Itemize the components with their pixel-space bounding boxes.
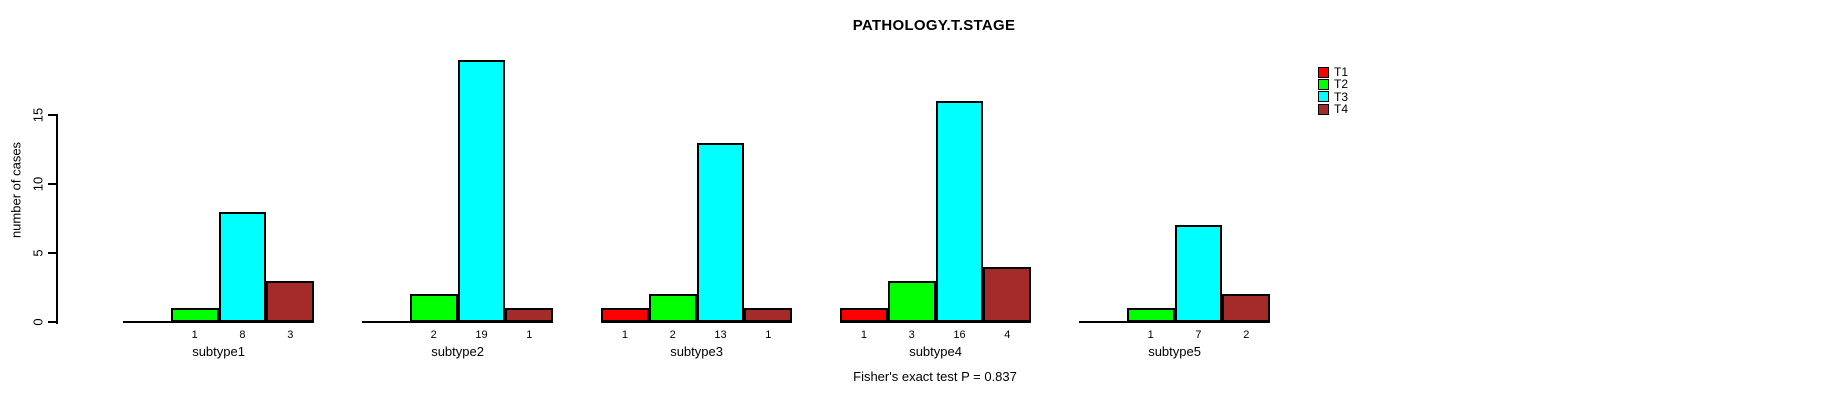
bar-value-label-subtype3-T4: 1 xyxy=(765,329,772,341)
legend-swatch-T3 xyxy=(1318,91,1329,103)
bar-subtype5-T3 xyxy=(1174,225,1223,322)
bar-value-label-subtype4-T3: 16 xyxy=(953,329,966,341)
fisher-test-annotation: Fisher's exact test P = 0.837 xyxy=(853,369,1017,384)
legend-swatch-T2 xyxy=(1318,78,1329,90)
bar-subtype2-T2 xyxy=(409,294,458,322)
x-axis-category-label-subtype2: subtype2 xyxy=(431,344,484,359)
y-axis-tick-label: 15 xyxy=(30,107,46,123)
bar-subtype3-T3 xyxy=(696,142,745,322)
y-axis-title: number of cases xyxy=(8,141,24,239)
bar-subtype4-T1 xyxy=(840,308,888,322)
y-axis-tick xyxy=(48,183,56,185)
legend-label-T2: T2 xyxy=(1334,77,1349,92)
bar-value-label-subtype2-T3: 19 xyxy=(475,329,488,341)
bar-value-label-subtype5-T4: 2 xyxy=(1243,329,1250,341)
y-axis-tick xyxy=(48,114,56,116)
bar-subtype5-T2 xyxy=(1126,308,1175,322)
bar-subtype2-T3 xyxy=(457,59,506,322)
legend-label-T4: T4 xyxy=(1334,102,1349,117)
y-axis-tick xyxy=(48,252,56,254)
bar-value-label-subtype4-T1: 1 xyxy=(860,329,867,341)
x-axis-category-label-subtype3: subtype3 xyxy=(670,344,723,359)
bar-value-label-subtype2-T2: 2 xyxy=(430,329,437,341)
bar-subtype2-T4 xyxy=(505,308,554,322)
chart-title: PATHOLOGY.T.STAGE xyxy=(852,17,1016,34)
y-axis-tick-label: 5 xyxy=(30,249,46,257)
x-axis-baseline xyxy=(1079,321,1271,323)
bar-value-label-subtype2-T4: 1 xyxy=(526,329,533,341)
legend-item-T2: T2 xyxy=(1318,78,1348,90)
bar-value-label-subtype3-T2: 2 xyxy=(669,329,676,341)
y-axis-tick-label: 0 xyxy=(30,318,46,326)
legend-swatch-T4 xyxy=(1318,103,1329,115)
x-axis-category-label-subtype4: subtype4 xyxy=(909,344,962,359)
bar-value-label-subtype1-T2: 1 xyxy=(191,329,198,341)
bar-subtype3-T1 xyxy=(601,308,649,322)
legend-item-T4: T4 xyxy=(1318,103,1348,115)
bar-subtype1-T3 xyxy=(218,211,267,322)
x-axis-baseline xyxy=(840,321,1032,323)
bar-subtype4-T3 xyxy=(935,101,984,322)
bar-value-label-subtype1-T4: 3 xyxy=(287,329,294,341)
x-axis-category-label-subtype5: subtype5 xyxy=(1148,344,1201,359)
bar-value-label-subtype5-T2: 1 xyxy=(1147,329,1154,341)
x-axis-baseline xyxy=(123,321,315,323)
bar-value-label-subtype3-T1: 1 xyxy=(621,329,628,341)
bar-value-label-subtype4-T4: 4 xyxy=(1004,329,1011,341)
bar-value-label-subtype5-T3: 7 xyxy=(1195,329,1202,341)
x-axis-baseline xyxy=(362,321,554,323)
legend-item-T3: T3 xyxy=(1318,91,1348,103)
legend: T1 T2 T3 T4 xyxy=(1318,66,1348,115)
bar-subtype3-T4 xyxy=(744,308,793,322)
x-axis-category-label-subtype1: subtype1 xyxy=(192,344,245,359)
bar-subtype4-T2 xyxy=(887,280,936,322)
legend-label-T1: T1 xyxy=(1334,65,1349,80)
y-axis-tick-label: 10 xyxy=(30,176,46,192)
x-axis-baseline xyxy=(601,321,793,323)
bar-value-label-subtype4-T2: 3 xyxy=(908,329,915,341)
legend-label-T3: T3 xyxy=(1334,89,1349,104)
bar-value-label-subtype1-T3: 8 xyxy=(239,329,246,341)
legend-item-T1: T1 xyxy=(1318,66,1348,78)
legend-swatch-T1 xyxy=(1318,66,1329,78)
bar-subtype1-T4 xyxy=(266,280,315,322)
y-axis-line xyxy=(56,114,58,324)
bar-subtype1-T2 xyxy=(170,308,219,322)
bar-subtype3-T2 xyxy=(648,294,697,322)
bar-value-label-subtype3-T3: 13 xyxy=(714,329,727,341)
bar-subtype4-T4 xyxy=(983,266,1032,322)
y-axis-tick xyxy=(48,321,56,323)
bar-subtype5-T4 xyxy=(1222,294,1271,322)
